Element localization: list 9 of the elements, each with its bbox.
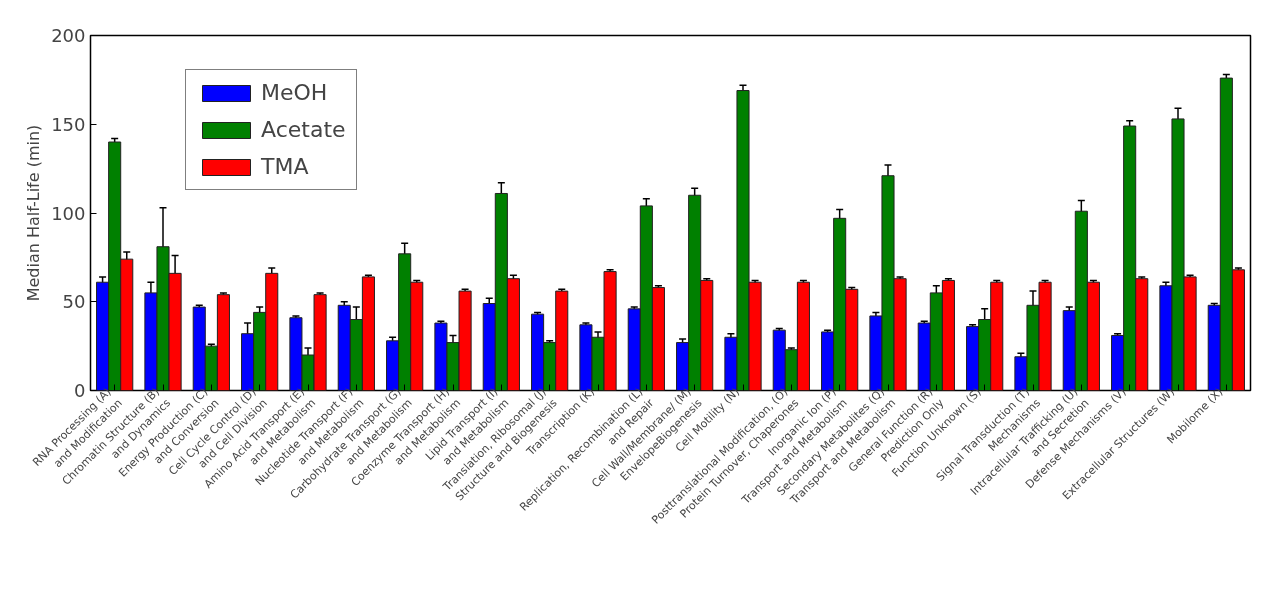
y-tick-label: 100 xyxy=(51,202,86,224)
y-axis-title: Median Half-Life (min) xyxy=(24,124,44,302)
y-tick-label: 0 xyxy=(74,380,86,401)
legend-label: Acetate xyxy=(261,117,346,142)
legend-label: TMA xyxy=(261,154,309,179)
y-tick-label: 150 xyxy=(51,113,86,135)
y-tick-label: 200 xyxy=(51,25,86,46)
legend-label: MeOH xyxy=(261,80,328,105)
y-tick-label: 50 xyxy=(62,291,86,313)
